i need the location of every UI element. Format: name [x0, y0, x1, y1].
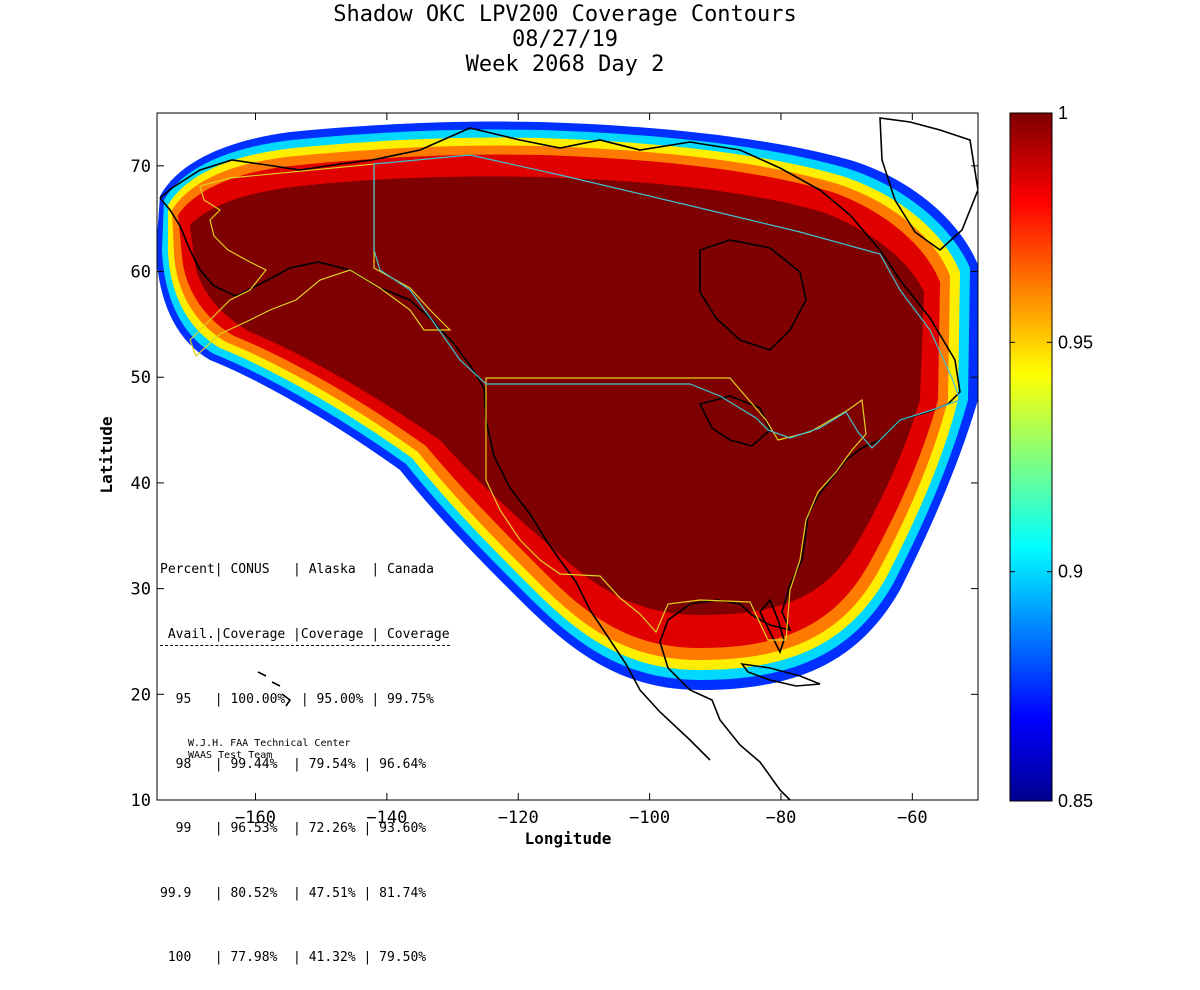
colorbar-tick-label: 1 — [1058, 103, 1068, 123]
x-tick-label: −100 — [629, 808, 670, 828]
x-axis: −160 −140 −120 −100 −80 −60 — [235, 113, 928, 828]
y-tick-label: 20 — [131, 685, 151, 705]
table-row: 99 | 96.53% | 72.26% | 93.60% — [160, 821, 427, 836]
x-tick-label: −140 — [366, 808, 407, 828]
x-tick-label: −80 — [766, 808, 797, 828]
x-tick-label: −60 — [897, 808, 928, 828]
us-border-conus — [485, 377, 867, 641]
x-tick-label: −160 — [235, 808, 276, 828]
colorbar-tick-label: 0.95 — [1058, 332, 1093, 352]
table-header-row-1: Percent| CONUS | Alaska | Canada — [160, 562, 434, 577]
y-tick-label: 10 — [131, 791, 151, 811]
canada-border — [373, 154, 961, 449]
coverage-map-figure: −160 −140 −120 −100 −80 −60 10 20 30 40 50 60 70 Lo… — [97, 103, 1093, 848]
credit-block: W.J.H. FAA Technical Center WAAS Test Te… — [188, 738, 351, 762]
coastline-west — [159, 197, 711, 761]
y-tick-label: 40 — [131, 474, 151, 494]
table-row: 99.9 | 80.52% | 47.51% | 81.74% — [160, 885, 427, 901]
table-row: 95 | 100.00% | 95.00% | 99.75% — [160, 692, 434, 707]
colorbar-tick-label: 0.9 — [1058, 562, 1083, 582]
chart-title-line3: Week 2068 Day 2 — [465, 52, 665, 77]
colorbar-gradient — [1009, 112, 1053, 802]
chart-title-line2: 08/27/19 — [512, 27, 618, 52]
coastline-florida — [759, 598, 785, 655]
coastline-greenland — [879, 117, 978, 252]
coastline-hudson-bay — [699, 239, 807, 351]
y-tick-label: 60 — [131, 263, 151, 283]
coastline-cuba — [740, 662, 821, 687]
y-axis-label: Latitude — [97, 416, 116, 493]
colorbar: 1 0.95 0.9 0.85 — [1009, 103, 1093, 811]
credit-line-1: W.J.H. FAA Technical Center — [188, 738, 351, 749]
colorbar-tick-label: 0.85 — [1058, 791, 1093, 811]
y-tick-label: 30 — [131, 580, 151, 600]
table-row: 98 | 99.44% | 79.54% | 96.64% — [160, 756, 427, 772]
table-row: 100 | 77.98% | 41.32% | 79.50% — [160, 950, 427, 965]
y-axis: 10 20 30 40 50 60 70 — [131, 157, 978, 811]
us-border-alaska — [189, 163, 452, 358]
coverage-contours — [157, 121, 978, 690]
x-tick-label: −120 — [498, 808, 539, 828]
coastline-hawaii — [257, 671, 292, 707]
us-border — [189, 163, 867, 641]
table-header-row-2: Avail.|Coverage |Coverage | Coverage — [160, 624, 450, 646]
colorbar-ticks: 1 0.95 0.9 0.85 — [1010, 103, 1093, 811]
y-tick-label: 50 — [131, 368, 151, 388]
chart-title-line1: Shadow OKC LPV200 Coverage Contours — [333, 2, 797, 27]
canada-border-outline — [373, 154, 961, 449]
contour-band-max — [190, 176, 924, 615]
plot-frame — [156, 112, 979, 801]
coastline-great-lakes — [698, 395, 771, 447]
y-tick-label: 70 — [131, 157, 151, 177]
credit-line-2: WAAS Test Team — [188, 750, 273, 761]
x-axis-label: Longitude — [525, 829, 612, 848]
